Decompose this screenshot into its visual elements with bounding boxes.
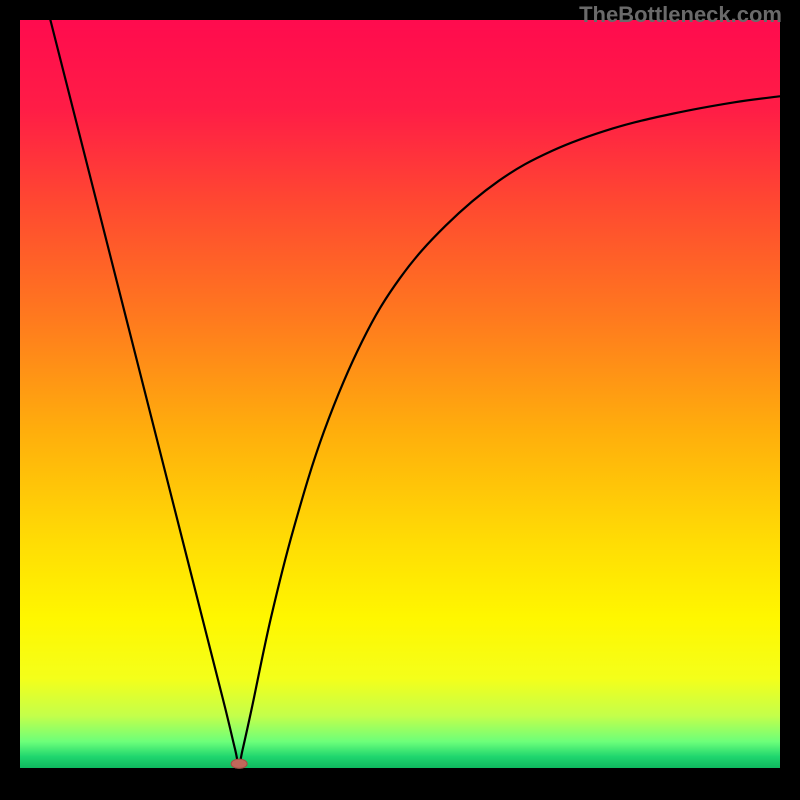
chart-frame: TheBottleneck.com: [0, 0, 800, 800]
curve-svg: [20, 20, 780, 768]
curve-path: [50, 20, 780, 764]
plot-area: [20, 20, 780, 768]
watermark-text: TheBottleneck.com: [579, 2, 782, 28]
